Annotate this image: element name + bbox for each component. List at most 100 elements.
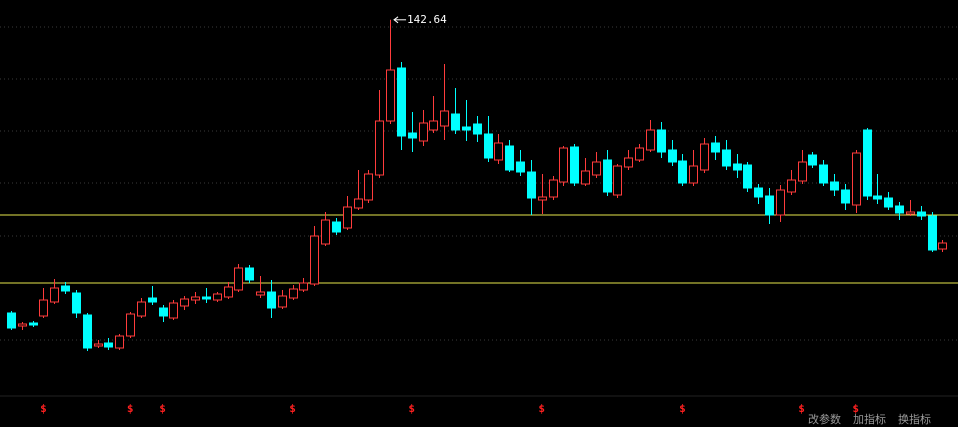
candle-body xyxy=(549,179,558,198)
candle-body xyxy=(722,149,731,167)
candle-body xyxy=(895,205,904,214)
candle-body xyxy=(830,181,839,191)
candle-body xyxy=(776,189,785,216)
candle-body xyxy=(494,142,503,161)
candle-body xyxy=(191,296,200,301)
candle-body xyxy=(819,164,828,184)
candle-body xyxy=(440,110,449,127)
signal-marker: $ xyxy=(798,402,805,415)
candle-body xyxy=(137,301,146,317)
candle-body xyxy=(711,142,720,153)
candle-body xyxy=(559,147,568,183)
candle-body xyxy=(798,161,807,182)
signal-marker: $ xyxy=(40,402,47,415)
candle-body xyxy=(169,302,178,319)
candle-body xyxy=(689,165,698,184)
candle-body xyxy=(603,159,612,193)
candle-body xyxy=(343,206,352,229)
candle-body xyxy=(289,288,298,299)
candle-body xyxy=(592,161,601,176)
candle-body xyxy=(668,149,677,163)
candle-body xyxy=(613,165,622,196)
candle-body xyxy=(538,196,547,201)
candle-body xyxy=(321,219,330,245)
candle-body xyxy=(884,197,893,208)
signal-marker: $ xyxy=(159,402,166,415)
candle-body xyxy=(375,120,384,176)
candle-body xyxy=(429,120,438,131)
candle-body xyxy=(635,147,644,161)
candle-body xyxy=(72,292,81,314)
candle-body xyxy=(126,313,135,337)
candle-body xyxy=(581,170,590,185)
candle-body xyxy=(408,132,417,139)
signal-marker: $ xyxy=(127,402,134,415)
candle-body xyxy=(917,211,926,217)
candle-body xyxy=(299,282,308,291)
candle-body xyxy=(570,146,579,184)
grid xyxy=(0,26,958,397)
candle-body xyxy=(278,295,287,308)
candle-body xyxy=(938,242,947,250)
signal-marker: $ xyxy=(852,402,859,415)
candle-body xyxy=(7,312,16,329)
candle-body xyxy=(50,287,59,303)
candle-body xyxy=(180,298,189,307)
candle-body xyxy=(473,123,482,135)
candle-body xyxy=(159,307,168,317)
candle-body xyxy=(104,342,113,348)
candle-body xyxy=(462,126,471,131)
candle-body xyxy=(364,173,373,201)
candle-body xyxy=(841,189,850,204)
candle-body xyxy=(94,343,103,347)
toolbar-button[interactable]: 加指标 xyxy=(853,412,886,426)
signal-marker: $ xyxy=(408,402,415,415)
candle-body xyxy=(224,286,233,298)
candle-body xyxy=(484,133,493,159)
candle-body xyxy=(743,164,752,189)
candle-body xyxy=(873,195,882,200)
candle-body xyxy=(624,157,633,168)
candle-body xyxy=(148,297,157,303)
candle-body xyxy=(787,179,796,193)
candle-body xyxy=(115,335,124,349)
candle-body xyxy=(451,113,460,131)
candle-body xyxy=(852,152,861,206)
candle-body xyxy=(808,154,817,166)
signal-marker: $ xyxy=(679,402,686,415)
candle-body xyxy=(505,145,514,171)
candle-body xyxy=(213,293,222,301)
candle-body xyxy=(646,129,655,151)
candle-body xyxy=(863,129,872,197)
candle-body xyxy=(928,215,937,251)
candle-body xyxy=(657,129,666,153)
candle-body xyxy=(754,187,763,198)
candle-body xyxy=(310,235,319,285)
annotation-arrowhead xyxy=(393,16,399,24)
candle-body xyxy=(906,211,915,215)
candle-body xyxy=(83,314,92,349)
candle-body xyxy=(765,195,774,216)
high-annotation: 142.64 xyxy=(407,13,447,26)
toolbar-button[interactable]: 改参数 xyxy=(808,412,841,426)
signal-marker: $ xyxy=(289,402,296,415)
candle-body xyxy=(256,291,265,296)
candle-body xyxy=(527,171,536,199)
candle-body xyxy=(733,163,742,171)
candle-body xyxy=(61,285,70,292)
candle-body xyxy=(397,67,406,137)
candle-body xyxy=(234,267,243,291)
candle-body xyxy=(332,221,341,233)
candle-body xyxy=(678,160,687,184)
candle-body xyxy=(29,322,38,326)
candle-body xyxy=(419,122,428,142)
candle-body xyxy=(700,143,709,171)
candle-body xyxy=(386,69,395,122)
candle-body xyxy=(267,291,276,309)
candle-body xyxy=(39,299,48,317)
candle-body xyxy=(516,161,525,173)
candle-body xyxy=(354,198,363,209)
toolbar-button[interactable]: 换指标 xyxy=(898,412,931,426)
candle-body xyxy=(245,267,254,281)
